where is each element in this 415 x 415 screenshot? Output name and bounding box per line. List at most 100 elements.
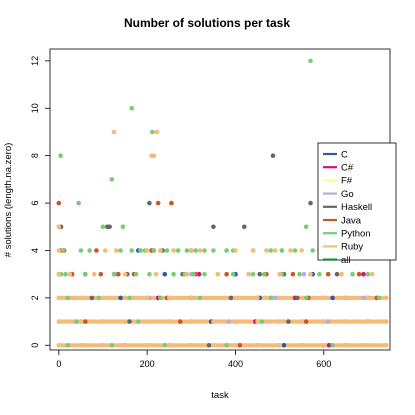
point-ruby: [100, 319, 106, 324]
point-ruby: [299, 343, 305, 348]
point-python: [65, 343, 70, 348]
y-tick-label: 10: [30, 103, 40, 113]
point-ruby: [343, 295, 349, 301]
point-c: [162, 271, 168, 277]
point-python: [259, 319, 265, 324]
point-ruby: [272, 248, 278, 253]
point-ruby: [166, 343, 172, 348]
point-ruby: [339, 271, 344, 277]
point-ruby: [321, 319, 327, 324]
point-haskell: [127, 319, 132, 324]
point-c-: [361, 271, 366, 277]
point-python: [60, 248, 66, 253]
point-c: [330, 295, 335, 301]
point-python: [147, 271, 152, 277]
point-ruby: [277, 319, 282, 324]
point-ruby: [56, 248, 62, 253]
point-ruby: [154, 129, 160, 135]
point-ruby: [255, 319, 260, 324]
point-python: [224, 343, 229, 348]
point-ruby: [233, 343, 238, 348]
point-haskell: [295, 295, 300, 301]
point-ruby: [122, 271, 128, 277]
point-python: [151, 248, 157, 253]
point-ruby: [383, 343, 388, 348]
point-java: [98, 271, 104, 277]
point-ruby: [264, 248, 269, 253]
point-ruby: [67, 271, 73, 277]
legend-label: F#: [341, 176, 353, 187]
point-python: [268, 248, 274, 253]
point-ruby: [321, 343, 327, 348]
point-ruby: [299, 248, 305, 253]
point-python: [350, 271, 355, 277]
legend-label: Haskell: [341, 202, 372, 213]
point-go: [226, 319, 232, 324]
point-ruby: [211, 295, 216, 301]
point-python: [202, 271, 207, 277]
point-python: [111, 271, 117, 277]
point-haskell: [107, 224, 112, 230]
point-python: [261, 271, 267, 277]
point-haskell: [334, 271, 340, 277]
point-java: [94, 248, 99, 253]
legend: C C# F# Go Haskell Java Python Ruby all: [317, 142, 397, 266]
point-python: [138, 248, 143, 253]
point-ruby: [102, 248, 108, 253]
legend-box: [317, 142, 397, 261]
point-haskell: [211, 224, 216, 230]
point-ruby: [383, 319, 388, 324]
point-python: [193, 248, 198, 253]
point-haskell: [147, 200, 152, 206]
y-tick-label: 2: [30, 295, 40, 300]
point-python: [162, 343, 168, 348]
point-haskell: [89, 295, 95, 301]
point-ruby: [111, 129, 117, 135]
point-ruby: [233, 248, 238, 253]
point-ruby: [365, 319, 371, 324]
point-python: [120, 224, 126, 230]
point-ruby: [197, 248, 203, 253]
point-ruby: [215, 271, 221, 277]
y-axis: 0 2 4 6 8 10 12: [30, 56, 50, 348]
point-python: [109, 343, 115, 348]
point-ruby: [56, 271, 62, 277]
point-python: [87, 248, 92, 253]
point-haskell: [308, 200, 313, 206]
point-ruby: [255, 295, 260, 301]
point-ruby: [189, 343, 194, 348]
point-ruby: [78, 295, 84, 301]
point-ruby: [211, 343, 216, 348]
point-python: [58, 153, 63, 158]
point-go: [272, 295, 278, 301]
point-ruby: [288, 248, 293, 253]
point-ruby: [277, 271, 282, 277]
point-python: [74, 319, 79, 324]
y-tick-label: 6: [30, 201, 40, 206]
point-python: [83, 271, 88, 277]
point-python: [127, 295, 132, 301]
point-ruby: [56, 319, 62, 324]
point-ruby: [151, 153, 157, 158]
x-tick-label: 0: [56, 359, 61, 369]
point-haskell: [257, 271, 263, 277]
y-tick-label: 0: [30, 343, 40, 348]
data-points: [56, 58, 389, 348]
point-ruby: [250, 248, 256, 253]
point-python: [150, 129, 155, 135]
y-tick-label: 4: [30, 248, 40, 253]
x-tick-label: 200: [140, 359, 155, 369]
point-go: [325, 319, 331, 324]
point-python: [376, 295, 382, 301]
legend-label: C#: [341, 163, 354, 174]
point-python: [308, 58, 313, 64]
point-c: [281, 343, 287, 348]
point-ruby: [56, 343, 62, 348]
point-ruby: [56, 295, 62, 301]
legend-label: C: [341, 149, 348, 160]
point-java: [224, 271, 229, 277]
point-ruby: [184, 271, 190, 277]
point-ruby: [299, 295, 305, 301]
point-ruby: [144, 295, 150, 301]
